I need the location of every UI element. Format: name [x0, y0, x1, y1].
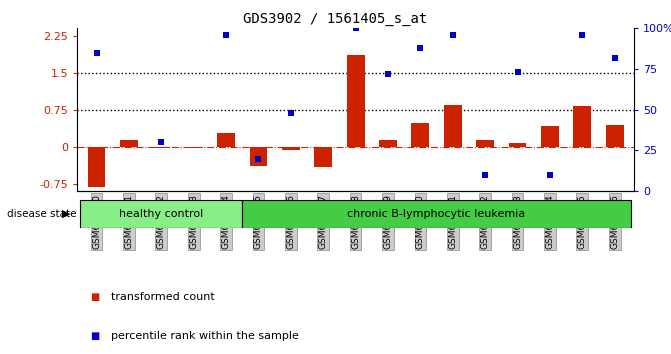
Text: ■: ■: [91, 331, 100, 341]
Bar: [347, 56, 364, 147]
Text: chronic B-lymphocytic leukemia: chronic B-lymphocytic leukemia: [348, 209, 525, 219]
Text: ■: ■: [91, 292, 100, 302]
Bar: [476, 140, 494, 147]
Bar: [574, 106, 591, 147]
Bar: [81, 200, 242, 228]
Bar: [185, 147, 203, 148]
Bar: [250, 147, 268, 166]
Bar: [411, 122, 429, 147]
Bar: [88, 147, 105, 187]
Bar: [242, 200, 631, 228]
Bar: [217, 133, 235, 147]
Bar: [152, 147, 170, 148]
Text: GDS3902 / 1561405_s_at: GDS3902 / 1561405_s_at: [244, 12, 427, 27]
Bar: [606, 125, 623, 147]
Bar: [282, 147, 300, 150]
Bar: [314, 147, 332, 167]
Text: transformed count: transformed count: [111, 292, 215, 302]
Bar: [541, 126, 559, 147]
Text: ▶: ▶: [62, 209, 71, 219]
Bar: [120, 140, 138, 147]
Text: percentile rank within the sample: percentile rank within the sample: [111, 331, 299, 341]
Text: healthy control: healthy control: [119, 209, 203, 219]
Text: disease state: disease state: [7, 209, 76, 219]
Bar: [444, 105, 462, 147]
Bar: [379, 140, 397, 147]
Bar: [509, 143, 527, 147]
